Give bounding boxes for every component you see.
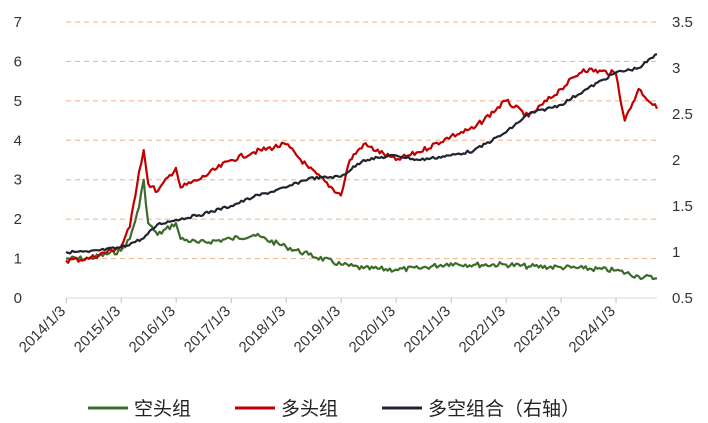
series-lines — [65, 53, 659, 281]
x-tick-label: 2014/1/3 — [16, 303, 69, 356]
legend-label: 空头组 — [134, 398, 191, 420]
grid-lines — [66, 21, 657, 260]
right-y-axis: 0.5 1 1.5 2 2.5 3 3.5 — [672, 14, 693, 307]
right-y-tick: 1.5 — [672, 198, 693, 215]
left-y-tick: 1 — [14, 251, 22, 268]
x-tick-label: 2023/1/3 — [511, 303, 564, 356]
left-y-tick: 7 — [14, 14, 22, 31]
x-tick-label: 2017/1/3 — [181, 303, 234, 356]
right-y-tick: 3.5 — [672, 14, 693, 31]
x-tick-label: 2016/1/3 — [126, 303, 179, 356]
series-line-2 — [65, 53, 658, 255]
left-y-tick: 0 — [14, 290, 22, 307]
x-tick-label: 2015/1/3 — [71, 303, 124, 356]
left-y-axis: 0 1 2 3 4 5 6 7 — [14, 14, 22, 307]
right-y-tick: 2.5 — [672, 106, 693, 123]
x-tick-label: 2021/1/3 — [401, 303, 454, 356]
left-y-tick: 3 — [14, 172, 22, 189]
right-y-tick: 2 — [672, 152, 680, 169]
legend-label: 多空组合（右轴） — [428, 398, 580, 420]
x-axis: 2014/1/3 2015/1/3 2016/1/3 2017/1/3 2018/1/3… — [16, 297, 657, 356]
left-y-tick: 2 — [14, 211, 22, 228]
x-tick-label: 2019/1/3 — [291, 303, 344, 356]
x-tick-label: 2022/1/3 — [456, 303, 509, 356]
series-line-0 — [65, 178, 658, 281]
legend-label: 多头组 — [281, 398, 338, 420]
x-tick-label: 2020/1/3 — [346, 303, 399, 356]
right-y-tick: 0.5 — [672, 290, 693, 307]
right-y-tick: 3 — [672, 60, 680, 77]
left-y-tick: 5 — [14, 93, 22, 110]
legend: 空头组 多头组 多空组合（右轴） — [88, 398, 580, 420]
left-y-tick: 4 — [14, 132, 22, 149]
right-y-tick: 1 — [672, 244, 680, 261]
x-tick-label: 2024/1/3 — [566, 303, 619, 356]
left-y-tick: 6 — [14, 53, 22, 70]
series-line-1 — [65, 67, 659, 264]
x-tick-label: 2018/1/3 — [236, 303, 289, 356]
